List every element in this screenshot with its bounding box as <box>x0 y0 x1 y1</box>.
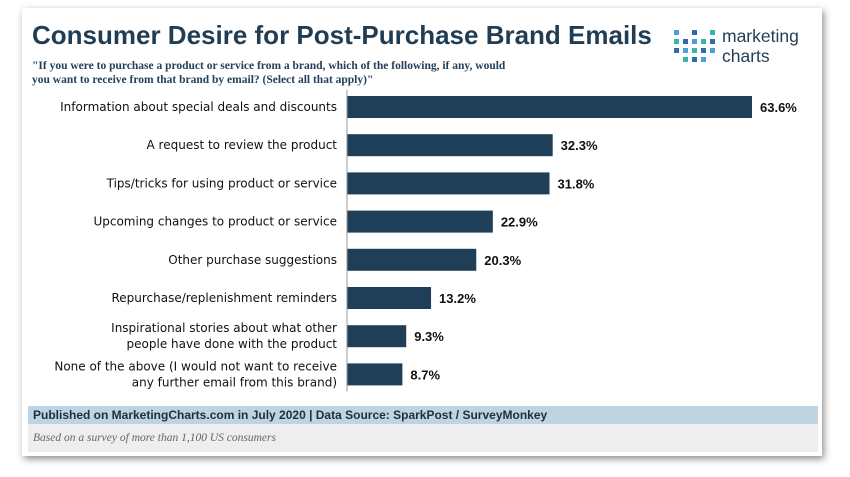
value-label: 20.3% <box>484 253 521 268</box>
chart-subtitle: "If you were to purchase a product or se… <box>32 60 506 86</box>
value-label: 9.3% <box>414 329 444 344</box>
category-label: Other purchase suggestions <box>168 253 337 267</box>
logo-dot <box>710 39 715 44</box>
survey-note: Based on a survey of more than 1,100 US … <box>33 432 276 444</box>
source-bar: Published on MarketingCharts.com in July… <box>28 406 818 424</box>
logo-dot <box>692 57 697 62</box>
chart-card: Consumer Desire for Post-Purchase Brand … <box>22 8 822 456</box>
bar <box>347 248 477 271</box>
marketingcharts-logo[interactable]: marketing charts <box>670 26 820 70</box>
logo-dot <box>701 57 706 62</box>
bar-chart: Information about special deals and disc… <box>54 90 797 392</box>
value-label: 31.8% <box>558 176 595 191</box>
logo-dot <box>710 48 715 53</box>
category-label: Inspirational stories about what other pe… <box>111 321 337 351</box>
logo-text: marketing charts <box>722 26 799 66</box>
logo-dot <box>701 39 706 44</box>
value-label: 13.2% <box>439 291 476 306</box>
logo-dot <box>692 30 697 35</box>
logo-text-line2: charts <box>722 46 770 66</box>
logo-dot <box>674 30 679 35</box>
logo-dot <box>683 39 688 44</box>
bar <box>347 287 432 309</box>
value-label: 63.6% <box>760 100 797 115</box>
bar <box>347 363 403 386</box>
logo-dot <box>683 48 688 53</box>
category-label: Information about special deals and disc… <box>60 100 337 114</box>
category-label: Repurchase/replenishment reminders <box>111 291 337 305</box>
chart-title: Consumer Desire for Post-Purchase Brand … <box>32 20 652 50</box>
note-area: Based on a survey of more than 1,100 US … <box>28 424 818 452</box>
bar <box>347 96 752 118</box>
category-label: Tips/tricks for using product or service <box>106 176 337 190</box>
logo-dot <box>674 48 679 53</box>
logo-dot <box>683 57 688 62</box>
logo-dot <box>710 30 715 35</box>
bar <box>347 134 553 157</box>
value-label: 8.7% <box>410 367 440 382</box>
value-label: 32.3% <box>561 138 598 153</box>
source-text: Published on MarketingCharts.com in July… <box>33 408 548 422</box>
value-label: 22.9% <box>501 215 538 230</box>
bar <box>347 172 550 195</box>
category-label: Upcoming changes to product or service <box>93 215 337 229</box>
category-label: None of the above (I would not want to r… <box>54 359 337 389</box>
category-label: A request to review the product <box>147 138 338 152</box>
logo-dot <box>701 48 706 53</box>
logo-dot <box>692 39 697 44</box>
logo-text-line1: marketing <box>722 26 799 46</box>
bar <box>347 210 493 233</box>
bar <box>347 325 407 348</box>
logo-dot <box>692 48 697 53</box>
logo-dots-icon <box>674 30 715 62</box>
logo-dot <box>674 39 679 44</box>
